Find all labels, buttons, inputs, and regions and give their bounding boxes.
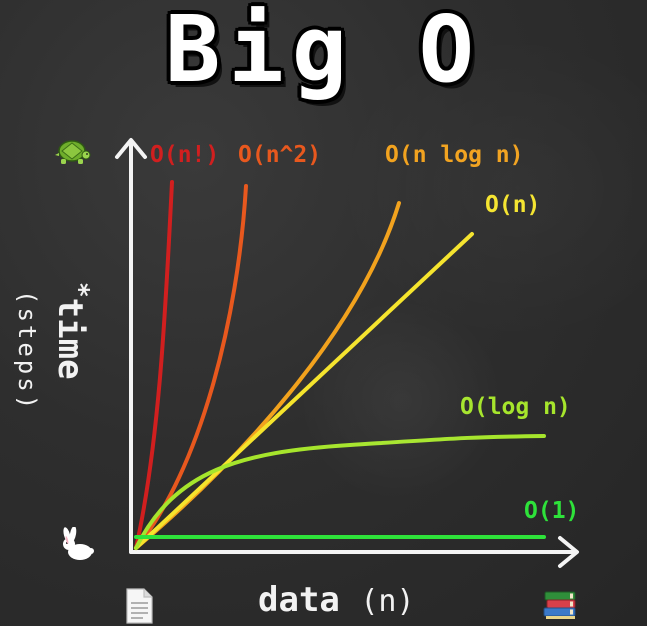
x-axis-title: data (n)	[258, 578, 415, 622]
axes	[115, 138, 579, 568]
series-label-1: O(n^2)	[238, 142, 321, 168]
document-icon	[126, 588, 153, 624]
y-axis-marker: *	[64, 282, 94, 298]
x-axis-label: data	[258, 580, 340, 620]
y-axis-label: time	[50, 297, 90, 380]
series-line-3	[134, 232, 474, 550]
turtle-icon	[55, 140, 91, 164]
series-label-4: O(log n)	[460, 394, 571, 420]
series-line-0	[134, 180, 174, 550]
series-label-5: O(1)	[524, 498, 579, 524]
series-line-1	[134, 184, 248, 550]
rabbit-icon	[63, 527, 94, 560]
books-icon	[543, 591, 576, 619]
series-labels: O(n!) O(n^2) O(n log n) O(n) O(log n) O(1)	[150, 142, 579, 524]
series-line-4	[134, 434, 546, 550]
series-label-3: O(n)	[485, 192, 540, 218]
page-title: Big O	[165, 0, 482, 103]
y-axis-title: *time	[50, 282, 94, 402]
series-label-2: O(n log n)	[385, 142, 523, 168]
series-curves	[134, 180, 546, 550]
series-label-0: O(n!)	[150, 142, 219, 168]
y-axis-arrowhead	[115, 138, 147, 159]
y-axis-subtitle: (steps)	[13, 290, 41, 413]
x-axis-arrowhead	[558, 536, 579, 568]
x-axis-sublabel: (n)	[360, 584, 415, 619]
